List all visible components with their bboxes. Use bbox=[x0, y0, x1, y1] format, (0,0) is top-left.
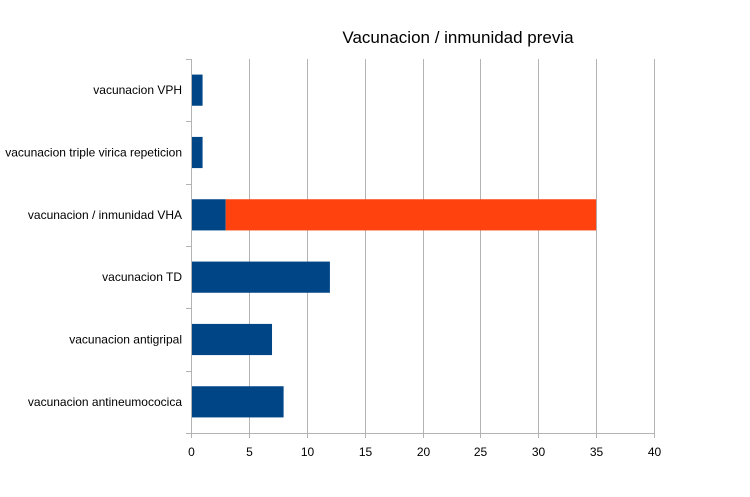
x-tick-label: 20 bbox=[417, 445, 431, 459]
bars bbox=[191, 74, 597, 418]
bar-series-1 bbox=[191, 386, 284, 418]
bar-series-1 bbox=[191, 74, 203, 106]
x-tick-label: 25 bbox=[474, 445, 488, 459]
chart-title: Vacunacion / inmunidad previa bbox=[342, 28, 574, 47]
x-tick-label: 40 bbox=[648, 445, 662, 459]
grid-lines bbox=[249, 59, 655, 433]
x-tick-label: 10 bbox=[301, 445, 315, 459]
x-tick-label: 35 bbox=[590, 445, 604, 459]
category-label: vacunacion triple virica repeticion bbox=[5, 146, 182, 160]
category-label: vacunacion VPH bbox=[93, 83, 182, 97]
bar-series-1 bbox=[191, 323, 273, 356]
x-tick-label: 30 bbox=[532, 445, 546, 459]
x-tick-labels: 0 5 10 15 20 25 30 35 40 bbox=[188, 445, 661, 459]
category-labels: vacunacion VPH vacunacion triple virica r… bbox=[5, 83, 182, 409]
category-label: vacunacion antigripal bbox=[69, 333, 182, 347]
category-label: vacunacion antineumococica bbox=[28, 395, 182, 409]
bar-series-1 bbox=[191, 261, 330, 293]
category-label: vacunacion TD bbox=[102, 270, 182, 284]
x-tick-label: 5 bbox=[246, 445, 253, 459]
axes bbox=[186, 59, 655, 438]
bar-series-2 bbox=[225, 199, 597, 231]
x-tick-label: 0 bbox=[188, 445, 195, 459]
bar-series-1 bbox=[191, 136, 203, 169]
category-label: vacunacion / inmunidad VHA bbox=[28, 208, 182, 222]
bar-series-1 bbox=[191, 199, 226, 231]
x-tick-label: 15 bbox=[359, 445, 373, 459]
